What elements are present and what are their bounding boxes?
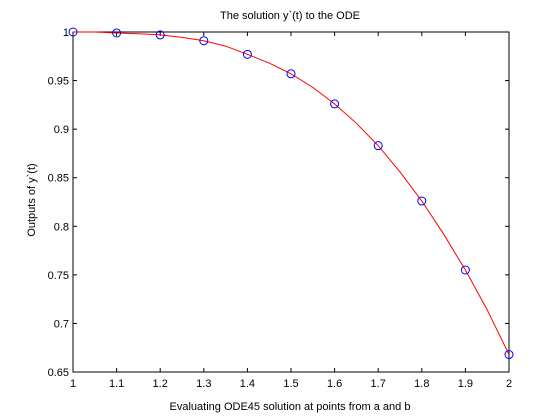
y-tick-label: 1 xyxy=(63,27,69,39)
x-tick-label: 1.9 xyxy=(458,378,473,390)
x-tick-label: 1.2 xyxy=(153,378,168,390)
data-point xyxy=(286,69,296,79)
data-point xyxy=(330,99,340,109)
x-tick-label: 1.1 xyxy=(109,378,124,390)
y-tick-label: 0.8 xyxy=(54,221,69,233)
data-point xyxy=(242,49,252,59)
x-tick-label: 1.4 xyxy=(240,378,255,390)
axis-ticks xyxy=(72,31,510,373)
y-tick-label: 0.7 xyxy=(54,318,69,330)
y-tick-label: 0.9 xyxy=(54,124,69,136)
data-point xyxy=(199,36,209,46)
x-tick-label: 1.5 xyxy=(283,378,298,390)
chart-title: The solution y`(t) to the ODE xyxy=(220,10,360,22)
y-tick-label: 0.75 xyxy=(48,270,69,282)
data-point xyxy=(112,28,122,38)
x-tick-label: 1.3 xyxy=(196,378,211,390)
x-tick-label: 2 xyxy=(506,378,512,390)
series-layer xyxy=(68,27,514,360)
data-point xyxy=(460,265,470,275)
y-axis-label: Outputs of y`(t) xyxy=(26,163,38,236)
y-tick-label: 0.95 xyxy=(48,76,69,88)
data-point xyxy=(417,196,427,206)
data-point xyxy=(68,27,78,37)
data-point xyxy=(155,30,165,40)
y-tick-label: 0.85 xyxy=(48,173,69,185)
y-tick-label: 0.65 xyxy=(48,367,69,379)
x-tick-label: 1.8 xyxy=(414,378,429,390)
x-tick-label: 1.7 xyxy=(371,378,386,390)
data-point xyxy=(504,350,514,360)
x-tick-label: 1 xyxy=(70,378,76,390)
x-tick-label: 1.6 xyxy=(327,378,342,390)
x-axis-label: Evaluating ODE45 solution at points from… xyxy=(170,401,411,413)
axis-tick-labels: 1 1.1 1.2 1.3 1.4 1.5 1.6 1.7 1.8 1.9 2 0.65 0.7 0.75… xyxy=(48,27,512,390)
plot-area xyxy=(72,31,510,373)
series-line xyxy=(73,31,510,355)
data-point xyxy=(373,141,383,151)
